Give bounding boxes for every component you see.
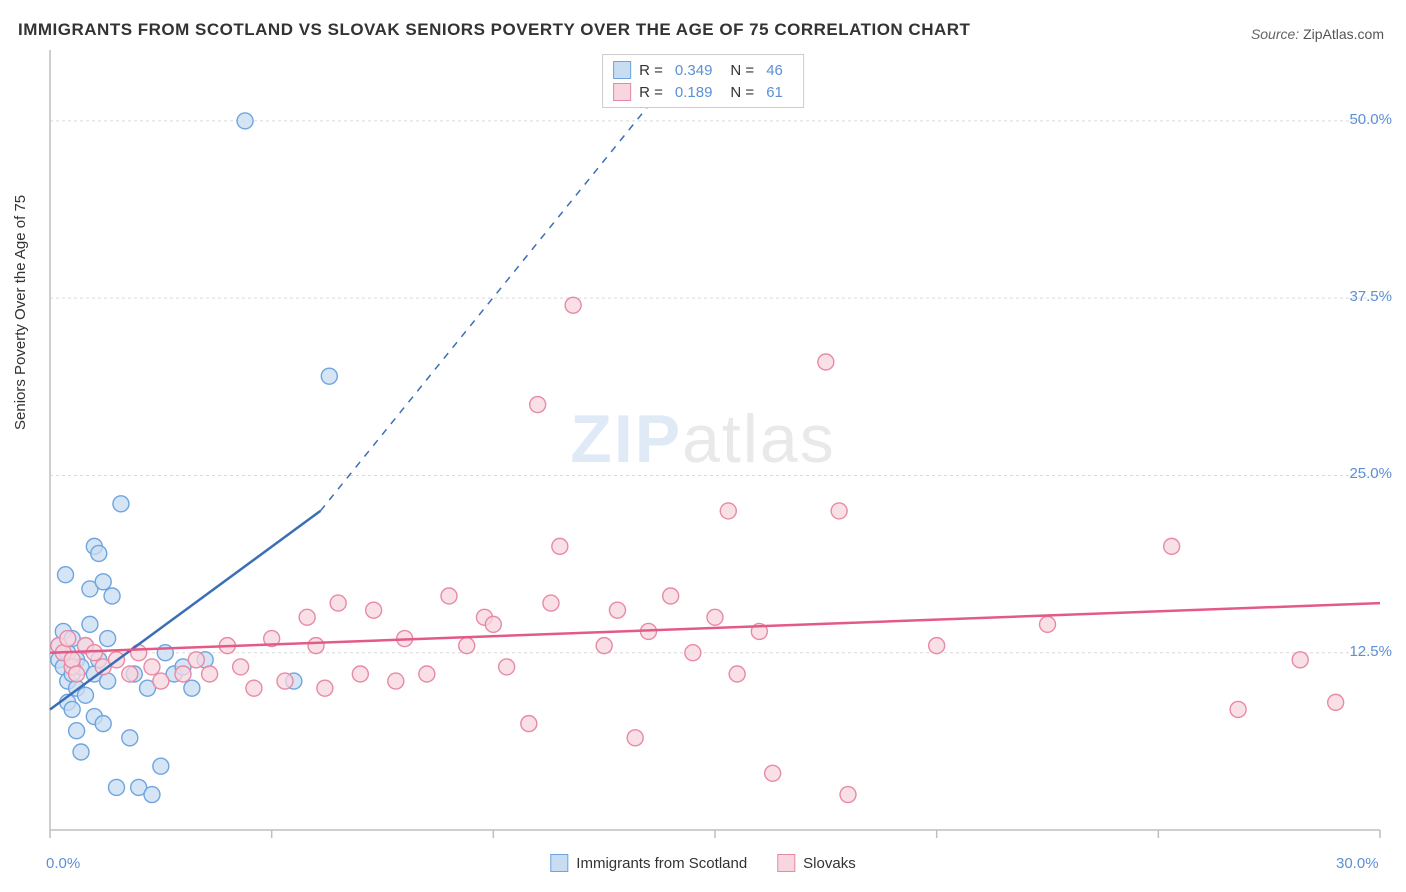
legend-r-label: R = xyxy=(639,84,663,101)
series-legend-item: Slovaks xyxy=(777,854,856,872)
legend-swatch xyxy=(613,83,631,101)
legend-r-value: 0.189 xyxy=(675,84,713,101)
legend-n-value: 61 xyxy=(766,84,783,101)
legend-row: R = 0.189 N = 61 xyxy=(613,81,793,103)
series-legend: Immigrants from Scotland Slovaks xyxy=(550,854,855,872)
y-tick-label: 50.0% xyxy=(1349,111,1392,128)
x-tick-label: 0.0% xyxy=(46,855,80,872)
correlation-legend: R = 0.349 N = 46 R = 0.189 N = 61 xyxy=(602,54,804,108)
legend-swatch xyxy=(777,854,795,872)
legend-n-label: N = xyxy=(730,84,754,101)
y-tick-label: 12.5% xyxy=(1349,643,1392,660)
legend-r-value: 0.349 xyxy=(675,62,713,79)
scatter-chart xyxy=(0,0,1406,892)
y-tick-label: 37.5% xyxy=(1349,288,1392,305)
legend-n-value: 46 xyxy=(766,62,783,79)
series-legend-item: Immigrants from Scotland xyxy=(550,854,747,872)
series-legend-label: Slovaks xyxy=(803,855,856,872)
legend-row: R = 0.349 N = 46 xyxy=(613,59,793,81)
legend-r-label: R = xyxy=(639,62,663,79)
x-tick-label: 30.0% xyxy=(1336,855,1379,872)
legend-swatch xyxy=(550,854,568,872)
legend-n-label: N = xyxy=(730,62,754,79)
y-tick-label: 25.0% xyxy=(1349,465,1392,482)
legend-swatch xyxy=(613,61,631,79)
series-legend-label: Immigrants from Scotland xyxy=(576,855,747,872)
